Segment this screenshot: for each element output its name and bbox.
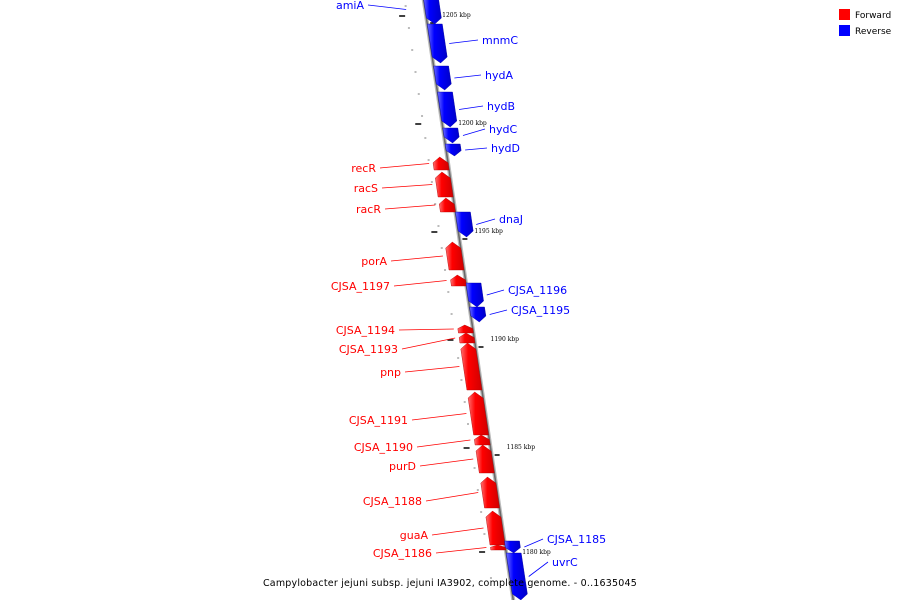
gene-label: purD <box>389 460 416 473</box>
gene-label-leader <box>367 4 407 10</box>
gene-label-leader <box>416 439 471 448</box>
gene-label: CJSA_1194 <box>336 324 395 337</box>
gene-pnp[interactable] <box>460 342 483 391</box>
gene-label: CJSA_1190 <box>354 441 413 454</box>
gene-label-leader <box>486 289 505 296</box>
gene-uvrc[interactable] <box>505 552 528 600</box>
gene-label: racR <box>356 203 381 216</box>
legend-forward-swatch <box>839 9 850 20</box>
gene-cjsa-1191[interactable] <box>467 391 489 436</box>
gene-label: hydB <box>487 100 515 113</box>
gene-purd[interactable] <box>475 444 495 474</box>
gene-label-leader <box>384 204 436 210</box>
gene-label: racS <box>354 182 378 195</box>
gene-label: hydA <box>485 69 513 82</box>
gene-cjsa-1188[interactable] <box>480 476 500 509</box>
gene-label-leader <box>476 218 496 225</box>
gene-label-leader <box>465 147 488 151</box>
gene-label: guaA <box>400 529 429 542</box>
gene-recr[interactable] <box>432 156 450 171</box>
genome-caption: Campylobacter jejuni subsp. jejuni IA390… <box>262 578 638 589</box>
gene-label: CJSA_1188 <box>363 495 422 508</box>
gene-label: CJSA_1185 <box>547 533 606 546</box>
gene-hydc[interactable] <box>442 127 460 144</box>
gene-label: dnaJ <box>499 213 523 226</box>
ruler-label: 1200 kbp <box>458 120 487 127</box>
gene-label: amiA <box>336 0 365 12</box>
gene-label: CJSA_1186 <box>373 547 432 560</box>
legend-forward-label: Forward <box>855 11 891 21</box>
gene-label: mnmC <box>482 34 518 47</box>
gene-label-leader <box>489 309 508 315</box>
gene-amia[interactable] <box>423 0 442 25</box>
legend-reverse-swatch <box>839 25 850 36</box>
gene-label: recR <box>351 162 376 175</box>
gene-label-leader <box>411 413 467 421</box>
ruler-label: 1180 kbp <box>522 549 551 556</box>
gene-dnaj[interactable] <box>455 211 474 238</box>
gene-hydd[interactable] <box>444 143 462 157</box>
legend-reverse-label: Reverse <box>855 27 892 37</box>
ruler-label: 1205 kbp <box>442 12 471 19</box>
gene-label-leader <box>528 561 549 577</box>
gene-label-leader <box>404 366 460 373</box>
gene-label-leader <box>462 128 486 136</box>
gene-label: CJSA_1195 <box>511 304 570 317</box>
gene-cjsa-1197[interactable] <box>450 274 467 287</box>
gene-racs[interactable] <box>435 171 454 198</box>
gene-label: CJSA_1196 <box>508 284 567 297</box>
ruler-label: 1190 kbp <box>491 336 520 343</box>
gene-label-leader <box>435 547 487 554</box>
gene-hyda[interactable] <box>433 65 452 91</box>
gene-label-leader <box>398 328 454 331</box>
gene-label-leader <box>401 337 456 350</box>
gene-label: hydC <box>489 123 517 136</box>
gene-label-leader <box>425 492 479 502</box>
gene-label: porA <box>361 255 387 268</box>
gene-racr[interactable] <box>438 197 456 213</box>
gene-labels: amiA mnmC hydA hydB hydC hydD recR racS racR dnaJ… <box>331 0 606 577</box>
gene-label-leader <box>379 163 430 169</box>
gene-label-leader <box>454 74 482 79</box>
gene-label-leader <box>431 527 484 536</box>
gene-label: CJSA_1193 <box>339 343 398 356</box>
gene-label: CJSA_1197 <box>331 280 390 293</box>
gene-features <box>423 0 528 600</box>
gene-cjsa-1196[interactable] <box>465 282 484 308</box>
gene-label-leader <box>449 39 479 44</box>
ruler-label: 1185 kbp <box>507 444 536 451</box>
gene-hydb[interactable] <box>437 91 458 128</box>
gene-cjsa-1186[interactable] <box>490 544 507 551</box>
ruler-label: 1195 kbp <box>474 228 503 235</box>
gene-label-leader <box>393 280 447 287</box>
gene-label-leader <box>419 458 474 467</box>
gene-label: uvrC <box>552 556 578 569</box>
gene-pora[interactable] <box>445 241 465 271</box>
gene-label-leader <box>390 255 443 262</box>
gene-label-leader <box>381 184 433 189</box>
legend: Forward Reverse <box>839 9 892 37</box>
gene-label: pnp <box>380 366 401 379</box>
gene-label: CJSA_1191 <box>349 414 408 427</box>
gene-label: hydD <box>491 142 520 155</box>
gene-cjsa-1185[interactable] <box>504 540 521 554</box>
gene-label-leader <box>459 105 484 110</box>
gene-cjsa-1195[interactable] <box>469 306 487 323</box>
gene-mnmc[interactable] <box>427 23 448 64</box>
gene-label-leader <box>524 538 544 548</box>
